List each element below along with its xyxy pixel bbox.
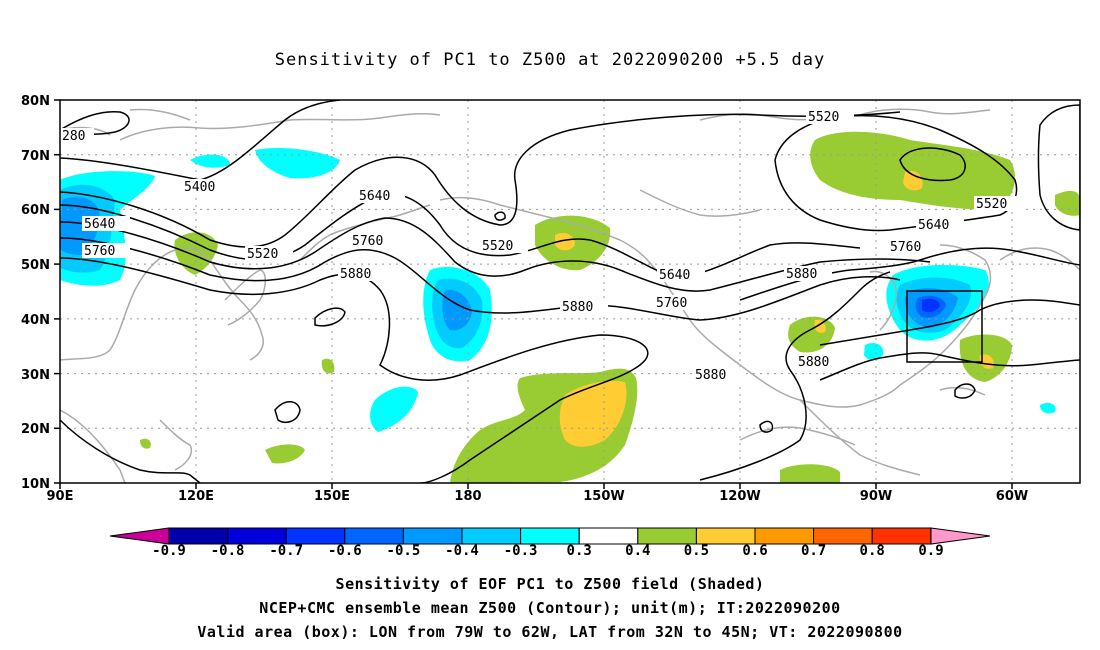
contour-label: 280	[62, 129, 85, 144]
colorbar-label: -0.3	[503, 543, 538, 559]
colorbar-label: -0.9	[152, 543, 186, 559]
contour-label: 5760	[84, 244, 115, 259]
caption-line-3: Valid area (box): LON from 79W to 62W, L…	[197, 623, 903, 641]
lon-label: 90E	[47, 489, 74, 504]
colorbar-label: -0.4	[445, 543, 479, 559]
contour-label: 5520	[247, 247, 278, 262]
colorbar-label: 0.4	[625, 543, 651, 559]
contour-label: 5760	[890, 240, 921, 255]
colorbar-cell	[578, 527, 639, 545]
contour-label: 5520	[808, 110, 839, 125]
lon-label: 150E	[314, 489, 350, 504]
colorbar-cell	[227, 527, 287, 545]
colorbar-cell	[695, 527, 756, 545]
colorbar-label: -0.7	[269, 543, 304, 559]
colorbar-cell	[344, 527, 404, 545]
plot-frame	[59, 99, 1081, 484]
contour-label: 5760	[656, 296, 687, 311]
shaded-regions	[60, 131, 1080, 483]
colorbar-label: -0.5	[386, 543, 421, 559]
gridlines	[60, 100, 1080, 483]
lon-label: 150W	[583, 489, 624, 504]
colorbar-label: 0.9	[918, 543, 944, 559]
colorbar-label: 0.5	[683, 543, 710, 559]
lat-label: 80N	[21, 94, 50, 109]
longitude-labels: 90E 120E 150E 180 150W 120W 90W 60W	[47, 489, 1029, 504]
lon-label: 120E	[178, 489, 214, 504]
contour-label: 5880	[786, 267, 817, 282]
tick-marks	[54, 99, 1013, 489]
colorbar-label: 0.7	[800, 543, 827, 559]
lat-label: 40N	[21, 313, 50, 328]
lat-label: 10N	[21, 477, 50, 492]
lat-label: 30N	[21, 368, 50, 383]
z500-contours	[60, 100, 1080, 483]
latitude-labels: 80N 70N 60N 50N 40N 30N 20N 10N	[21, 94, 50, 492]
colorbar-over-triangle	[930, 527, 991, 545]
lon-label: 90W	[860, 489, 892, 504]
colorbar-cell	[520, 527, 580, 545]
colorbar-cell	[637, 527, 697, 545]
contour-label: 5400	[184, 180, 215, 195]
lon-label: 60W	[996, 489, 1028, 504]
colorbar-label: 0.3	[566, 543, 592, 559]
colorbar-label: 0.8	[859, 543, 885, 559]
colorbar-label: -0.6	[327, 543, 362, 559]
colorbar-cell	[754, 527, 815, 545]
contour-label: 5640	[659, 268, 690, 283]
colorbar-under-triangle	[109, 527, 170, 545]
contour-label: 5880	[340, 267, 371, 282]
contour-label: 5640	[918, 218, 949, 233]
caption-line-1: Sensitivity of EOF PC1 to Z500 field (Sh…	[335, 575, 765, 593]
colorbar-cell	[402, 527, 463, 545]
contour-label: 5640	[359, 189, 390, 204]
valid-area-box	[906, 290, 983, 363]
caption-line-2: NCEP+CMC ensemble mean Z500 (Contour); u…	[259, 599, 841, 617]
colorbar	[109, 527, 991, 545]
contour-label: 5520	[482, 239, 513, 254]
colorbar-label: -0.8	[210, 543, 245, 559]
contour-label: 5880	[798, 355, 829, 370]
lat-label: 20N	[21, 422, 50, 437]
contour-label: 5640	[84, 217, 115, 232]
colorbar-cell	[285, 527, 346, 545]
contour-label: 5880	[562, 300, 593, 315]
contour-label: 5880	[695, 368, 726, 383]
contour-labels: 280 5400 5520 5640 5760 5880 5520 5640 5…	[60, 109, 1022, 383]
colorbar-label: 0.6	[742, 543, 768, 559]
lat-label: 70N	[21, 149, 50, 164]
colorbar-cell	[168, 527, 229, 545]
lat-label: 50N	[21, 258, 50, 273]
chart-title: Sensitivity of PC1 to Z500 at 2022090200…	[274, 50, 826, 70]
colorbar-cell	[871, 527, 932, 545]
contour-label: 5760	[352, 234, 383, 249]
lon-label: 120W	[719, 489, 760, 504]
contour-label: 5520	[976, 197, 1007, 212]
lat-label: 60N	[21, 203, 50, 218]
lon-label: 180	[454, 489, 481, 504]
colorbar-cell	[461, 527, 522, 545]
colorbar-cell	[813, 527, 873, 545]
